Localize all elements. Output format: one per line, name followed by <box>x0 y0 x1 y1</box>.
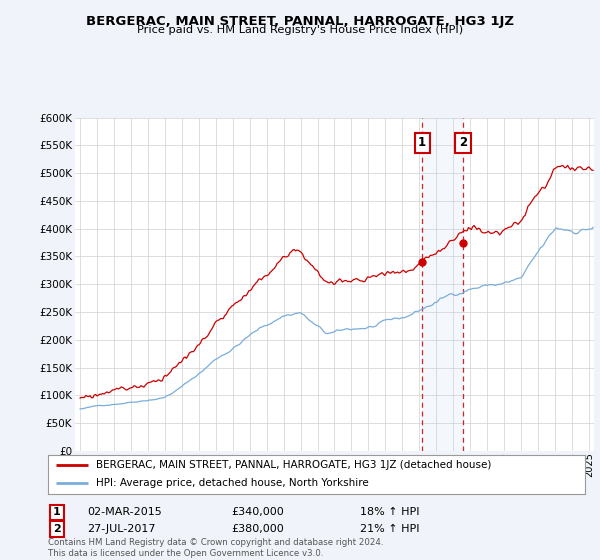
Text: 21% ↑ HPI: 21% ↑ HPI <box>360 524 419 534</box>
Text: 02-MAR-2015: 02-MAR-2015 <box>87 507 162 517</box>
Bar <box>422 118 463 451</box>
Text: 1: 1 <box>418 136 426 149</box>
Text: 1: 1 <box>53 507 61 517</box>
Text: £340,000: £340,000 <box>231 507 284 517</box>
Text: 18% ↑ HPI: 18% ↑ HPI <box>360 507 419 517</box>
Text: £380,000: £380,000 <box>231 524 284 534</box>
Text: BERGERAC, MAIN STREET, PANNAL, HARROGATE, HG3 1JZ: BERGERAC, MAIN STREET, PANNAL, HARROGATE… <box>86 15 514 27</box>
Text: 27-JUL-2017: 27-JUL-2017 <box>87 524 155 534</box>
Text: 2: 2 <box>459 136 467 149</box>
Text: 2: 2 <box>53 524 61 534</box>
Text: Contains HM Land Registry data © Crown copyright and database right 2024.
This d: Contains HM Land Registry data © Crown c… <box>48 538 383 558</box>
Text: Price paid vs. HM Land Registry's House Price Index (HPI): Price paid vs. HM Land Registry's House … <box>137 25 463 35</box>
Text: BERGERAC, MAIN STREET, PANNAL, HARROGATE, HG3 1JZ (detached house): BERGERAC, MAIN STREET, PANNAL, HARROGATE… <box>97 460 492 470</box>
Text: HPI: Average price, detached house, North Yorkshire: HPI: Average price, detached house, Nort… <box>97 478 369 488</box>
